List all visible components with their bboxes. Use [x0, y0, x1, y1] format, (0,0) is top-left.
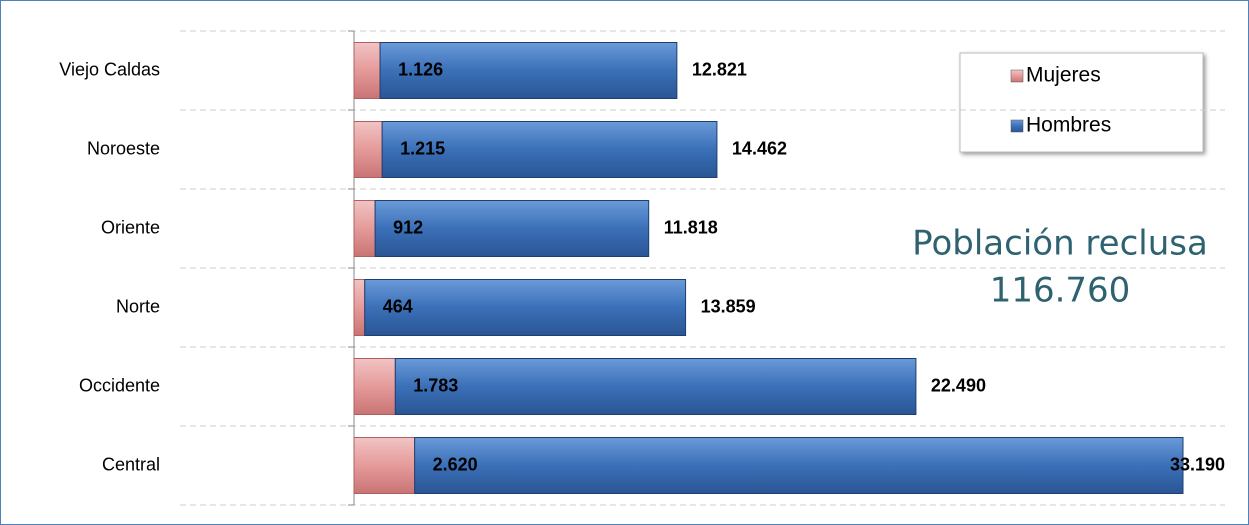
- data-label: 33.190: [1170, 454, 1225, 474]
- y-tick-label: Norte: [116, 296, 160, 316]
- data-label: 1.783: [413, 375, 458, 395]
- legend-label: Hombres: [1026, 114, 1111, 137]
- data-label: 13.859: [701, 296, 756, 316]
- legend-swatch: [1010, 69, 1024, 83]
- data-label: 22.490: [931, 375, 986, 395]
- y-tick-label: Noroeste: [87, 138, 160, 158]
- bar: [414, 437, 1184, 494]
- bar: [353, 42, 381, 99]
- bar: [364, 279, 687, 336]
- y-tick-label: Occidente: [79, 375, 160, 395]
- data-label: 912: [393, 217, 423, 237]
- y-tick-label: Central: [102, 454, 160, 474]
- annotation: Población reclusa: [912, 224, 1208, 264]
- legend-swatch: [1010, 119, 1024, 133]
- bar: [353, 200, 376, 257]
- legend-label: Mujeres: [1026, 64, 1101, 87]
- data-label: 2.620: [433, 454, 478, 474]
- annotation: 116.760: [990, 271, 1131, 311]
- y-tick-label: Viejo Caldas: [59, 59, 160, 79]
- data-label: 1.126: [398, 59, 443, 79]
- bar: [374, 200, 650, 257]
- bar: [353, 358, 396, 415]
- bar: [381, 121, 718, 178]
- data-label: 12.821: [692, 59, 747, 79]
- y-tick-label: Oriente: [101, 217, 160, 237]
- bar: [379, 42, 678, 99]
- bar: [353, 279, 366, 336]
- data-label: 11.818: [664, 217, 718, 237]
- bar: [353, 121, 383, 178]
- data-label: 14.462: [732, 138, 787, 158]
- legend-box: [959, 52, 1204, 153]
- bar: [394, 358, 917, 415]
- data-label: 464: [383, 296, 413, 316]
- data-label: 1.215: [400, 138, 445, 158]
- legend: Mujeres Hombres: [959, 52, 1204, 153]
- bar: [353, 437, 416, 494]
